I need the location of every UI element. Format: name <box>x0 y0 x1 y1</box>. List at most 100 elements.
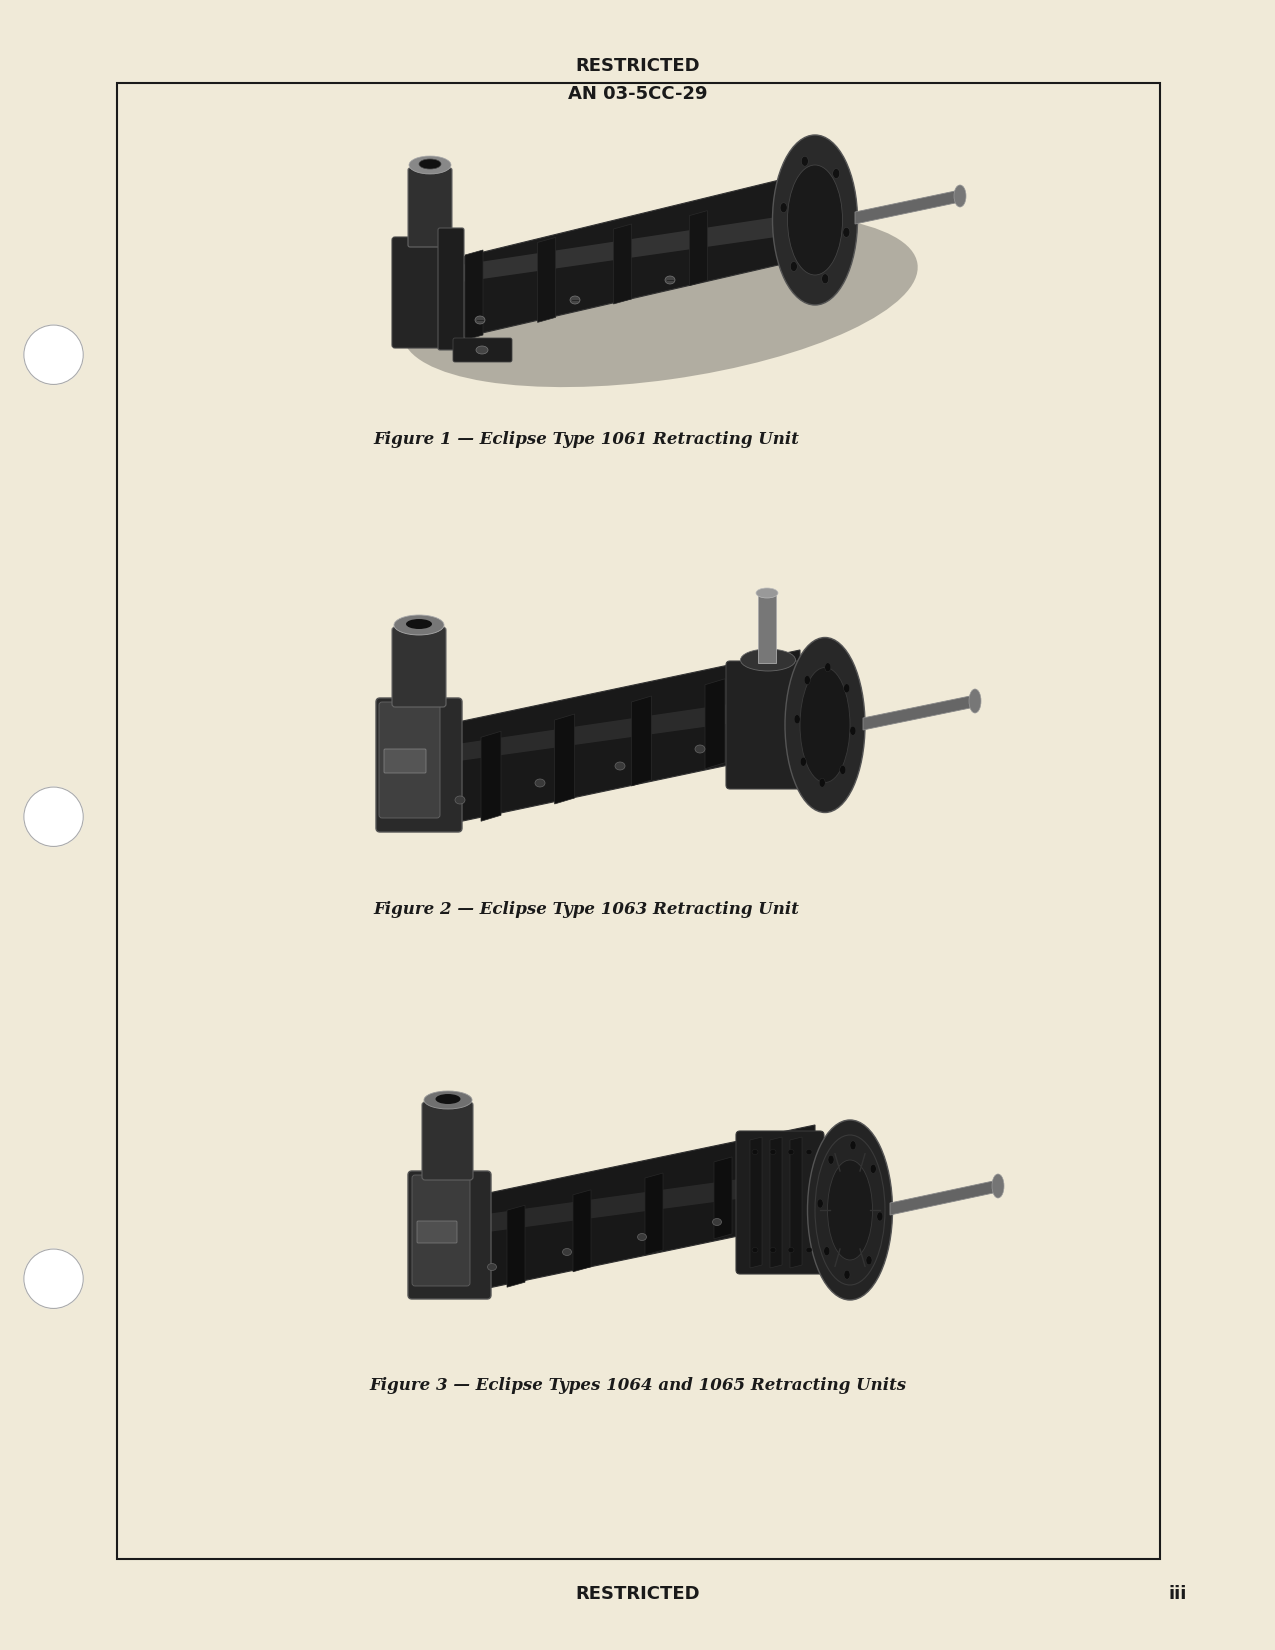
Polygon shape <box>890 1180 998 1214</box>
Circle shape <box>24 1249 83 1308</box>
Ellipse shape <box>801 757 806 766</box>
Ellipse shape <box>409 157 451 173</box>
Polygon shape <box>507 1204 525 1287</box>
Polygon shape <box>481 731 501 822</box>
Circle shape <box>24 787 83 846</box>
Ellipse shape <box>570 295 580 304</box>
FancyBboxPatch shape <box>422 1102 473 1180</box>
Polygon shape <box>645 1173 663 1256</box>
Polygon shape <box>538 238 556 322</box>
Polygon shape <box>430 175 799 345</box>
Polygon shape <box>419 650 799 830</box>
Text: Figure 2 — Eclipse Type 1063 Retracting Unit: Figure 2 — Eclipse Type 1063 Retracting … <box>374 901 799 919</box>
Ellipse shape <box>827 1155 834 1165</box>
Ellipse shape <box>405 619 432 629</box>
Ellipse shape <box>695 746 705 752</box>
Ellipse shape <box>850 726 856 736</box>
Ellipse shape <box>741 648 796 672</box>
Polygon shape <box>430 695 790 766</box>
Ellipse shape <box>827 1160 872 1261</box>
Ellipse shape <box>713 1218 722 1226</box>
Ellipse shape <box>419 158 441 168</box>
Ellipse shape <box>805 675 811 685</box>
Ellipse shape <box>871 1165 876 1173</box>
Ellipse shape <box>817 1200 824 1208</box>
Polygon shape <box>440 214 790 285</box>
FancyBboxPatch shape <box>391 627 446 706</box>
Text: iii: iii <box>1169 1586 1187 1602</box>
Ellipse shape <box>562 1249 571 1256</box>
Ellipse shape <box>992 1175 1003 1198</box>
FancyBboxPatch shape <box>408 168 453 248</box>
Ellipse shape <box>807 1120 892 1300</box>
FancyBboxPatch shape <box>417 1221 456 1242</box>
Ellipse shape <box>790 261 797 272</box>
Ellipse shape <box>820 779 825 787</box>
Polygon shape <box>750 1137 762 1267</box>
Ellipse shape <box>799 668 850 782</box>
Ellipse shape <box>487 1264 496 1270</box>
Ellipse shape <box>824 1247 830 1256</box>
Bar <box>759 596 776 663</box>
Ellipse shape <box>843 228 850 238</box>
FancyBboxPatch shape <box>725 662 810 789</box>
Polygon shape <box>705 678 725 769</box>
Ellipse shape <box>436 1094 460 1104</box>
FancyBboxPatch shape <box>379 701 440 818</box>
Text: Figure 1 — Eclipse Type 1061 Retracting Unit: Figure 1 — Eclipse Type 1061 Retracting … <box>374 432 799 449</box>
FancyBboxPatch shape <box>384 749 426 772</box>
Ellipse shape <box>403 213 918 388</box>
Ellipse shape <box>788 1150 794 1155</box>
Ellipse shape <box>752 1247 759 1252</box>
FancyBboxPatch shape <box>391 238 458 348</box>
FancyBboxPatch shape <box>453 338 513 361</box>
Polygon shape <box>465 1170 805 1234</box>
Ellipse shape <box>844 1270 850 1279</box>
Bar <box>117 82 1160 1559</box>
Ellipse shape <box>794 714 801 724</box>
FancyBboxPatch shape <box>376 698 462 832</box>
Ellipse shape <box>780 203 787 213</box>
Ellipse shape <box>788 1247 794 1252</box>
Polygon shape <box>770 1137 782 1267</box>
Ellipse shape <box>394 615 444 635</box>
Ellipse shape <box>536 779 544 787</box>
Polygon shape <box>572 1190 592 1272</box>
Ellipse shape <box>615 762 625 771</box>
Ellipse shape <box>833 168 840 178</box>
Polygon shape <box>631 696 652 785</box>
Ellipse shape <box>770 1150 776 1155</box>
Polygon shape <box>714 1157 732 1239</box>
Text: Figure 3 — Eclipse Types 1064 and 1065 Retracting Units: Figure 3 — Eclipse Types 1064 and 1065 R… <box>368 1376 907 1394</box>
Ellipse shape <box>666 276 674 284</box>
Ellipse shape <box>866 1256 872 1266</box>
Ellipse shape <box>785 637 864 812</box>
Text: RESTRICTED: RESTRICTED <box>575 1586 700 1602</box>
Ellipse shape <box>455 795 465 804</box>
Polygon shape <box>790 1137 802 1267</box>
Ellipse shape <box>806 1150 812 1155</box>
Circle shape <box>24 325 83 384</box>
Ellipse shape <box>756 587 778 597</box>
FancyBboxPatch shape <box>736 1130 824 1274</box>
Polygon shape <box>613 224 631 304</box>
Ellipse shape <box>840 766 845 774</box>
Ellipse shape <box>850 1140 856 1150</box>
Ellipse shape <box>821 274 829 284</box>
Ellipse shape <box>773 135 858 305</box>
Ellipse shape <box>801 157 808 167</box>
Polygon shape <box>856 190 960 224</box>
Ellipse shape <box>844 683 849 693</box>
Polygon shape <box>465 251 483 340</box>
Text: RESTRICTED: RESTRICTED <box>575 58 700 74</box>
Ellipse shape <box>770 1247 776 1252</box>
Ellipse shape <box>425 1091 472 1109</box>
Polygon shape <box>455 1125 815 1295</box>
Ellipse shape <box>788 165 843 276</box>
Text: AN 03-5CC-29: AN 03-5CC-29 <box>567 86 708 102</box>
FancyBboxPatch shape <box>412 1175 470 1285</box>
Polygon shape <box>555 714 575 804</box>
Ellipse shape <box>969 690 980 713</box>
Ellipse shape <box>954 185 966 206</box>
Ellipse shape <box>476 317 484 323</box>
